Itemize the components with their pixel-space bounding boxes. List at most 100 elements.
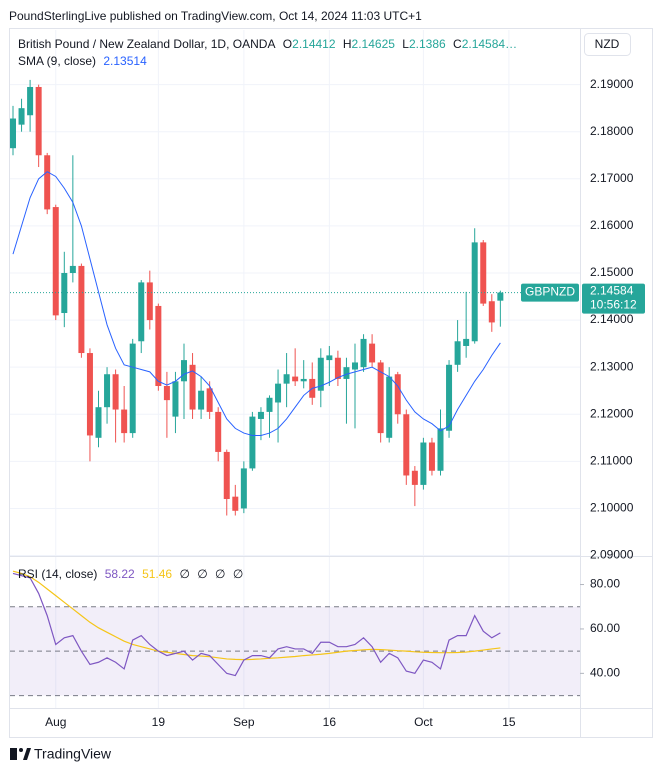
candle-body (95, 407, 102, 438)
y-tick-label: 2.18000 (590, 124, 634, 138)
candle-body (10, 118, 16, 149)
x-tick-label: 16 (323, 715, 337, 729)
candle-body (18, 108, 25, 125)
y-tick-label: 2.13000 (590, 359, 634, 373)
x-tick-label: 15 (502, 715, 516, 729)
candle-body (360, 338, 367, 368)
published: PoundSterlingLive published on TradingVi… (9, 9, 422, 23)
rsi-ma-value: 51.46 (142, 567, 173, 581)
price-label: 2.14584 (590, 284, 634, 298)
ohlc-label: C (453, 37, 462, 51)
candle-body (403, 414, 410, 476)
candle-body (78, 265, 85, 354)
countdown: 10:56:12 (590, 298, 637, 312)
rsi-extra: ∅ (179, 567, 190, 581)
y-tick-label: 2.15000 (590, 265, 634, 279)
rsi-name: RSI (14, close) (18, 567, 98, 581)
y-tick-label: 2.09000 (590, 548, 634, 562)
candle-body (189, 364, 196, 410)
low-value: 2.1386 (408, 37, 446, 51)
rsi-extra: ∅ (232, 567, 244, 581)
close-value: 2.14584 (461, 37, 506, 51)
y-tick-label: 2.11000 (590, 454, 633, 468)
logo-shape (19, 748, 23, 752)
rsi-ma-line (12, 570, 501, 661)
candle-body (181, 360, 187, 382)
candle-body (334, 357, 341, 379)
candle-body (386, 376, 393, 438)
candle-body (257, 411, 264, 419)
candle-body (420, 442, 427, 485)
candle-body (497, 292, 504, 301)
ellipsis: … (505, 37, 518, 51)
x-tick-label: Sep (233, 715, 255, 729)
rsi-legend: RSI (14, close) 58.22 51.46 ∅ ∅ ∅ ∅ (18, 567, 247, 581)
x-tick-label: Aug (45, 715, 66, 729)
y-tick-label: 80.00 (590, 577, 620, 591)
candle-body (27, 86, 34, 116)
currency-button[interactable] (584, 33, 631, 56)
rsi-extra: ∅ (215, 567, 226, 581)
candle-body (352, 362, 358, 370)
ohlc-label: L (402, 37, 409, 51)
candle-body (428, 442, 435, 471)
y-tick-label: 2.17000 (590, 171, 634, 185)
candle-body (138, 282, 145, 342)
candle-body (223, 451, 230, 500)
open-value: 2.14412 (292, 37, 336, 51)
candle-body (129, 343, 136, 434)
candle-body (394, 374, 401, 415)
rsi-value: 58.22 (104, 567, 135, 581)
sma-legend: SMA (9, close) 2.13514 (18, 54, 151, 68)
candle-body (155, 305, 162, 387)
brand: TradingView (34, 746, 112, 762)
candle-body (104, 374, 111, 408)
sma-name: SMA (9, close) (18, 54, 97, 68)
candle-body (437, 428, 444, 471)
y-tick-label: 40.00 (590, 666, 620, 680)
candle-body (249, 416, 256, 469)
candle-body (52, 207, 59, 316)
candle-body (163, 386, 170, 401)
price-tag (582, 283, 645, 314)
legend-row: British Pound / New Zealand Dollar, 1D, … (18, 37, 521, 51)
candle-body (292, 376, 299, 382)
candle-body (317, 357, 324, 391)
candle-body (112, 374, 119, 410)
candle-body (300, 378, 307, 382)
candle-body (206, 388, 213, 412)
candle-body (86, 353, 93, 436)
rsi-line (12, 572, 501, 677)
candle-body (172, 381, 179, 417)
candle-body (326, 355, 333, 361)
ohlc-label: O (282, 37, 293, 51)
candle-body (377, 362, 384, 434)
logo-shape (23, 748, 31, 760)
candle-body (343, 367, 350, 379)
candle-body (121, 409, 128, 434)
symbol: British Pound / New Zealand Dollar, 1D, … (18, 37, 276, 51)
logo-shape (10, 748, 17, 760)
candle-body (198, 390, 205, 410)
currency[interactable]: NZD (595, 37, 620, 51)
x-tick-label: Oct (414, 715, 433, 729)
candle-body (69, 265, 76, 273)
high-value: 2.14625 (351, 37, 395, 51)
sma-value: 2.13514 (103, 54, 147, 68)
symbol-tag (521, 283, 579, 302)
y-tick-label: 2.14000 (590, 312, 634, 326)
candle-body (215, 411, 222, 452)
candle-body (283, 374, 290, 384)
ohlc-label: H (342, 37, 352, 51)
candle-body (454, 341, 461, 365)
candle-body (369, 343, 376, 363)
candle-body (232, 496, 239, 511)
candle-body (488, 301, 495, 323)
candle-body (240, 468, 247, 509)
x-tick-label: 19 (152, 715, 166, 729)
candle-body (44, 155, 51, 210)
symbol-label: GBPNZD (525, 285, 575, 299)
candle-body (275, 383, 282, 403)
